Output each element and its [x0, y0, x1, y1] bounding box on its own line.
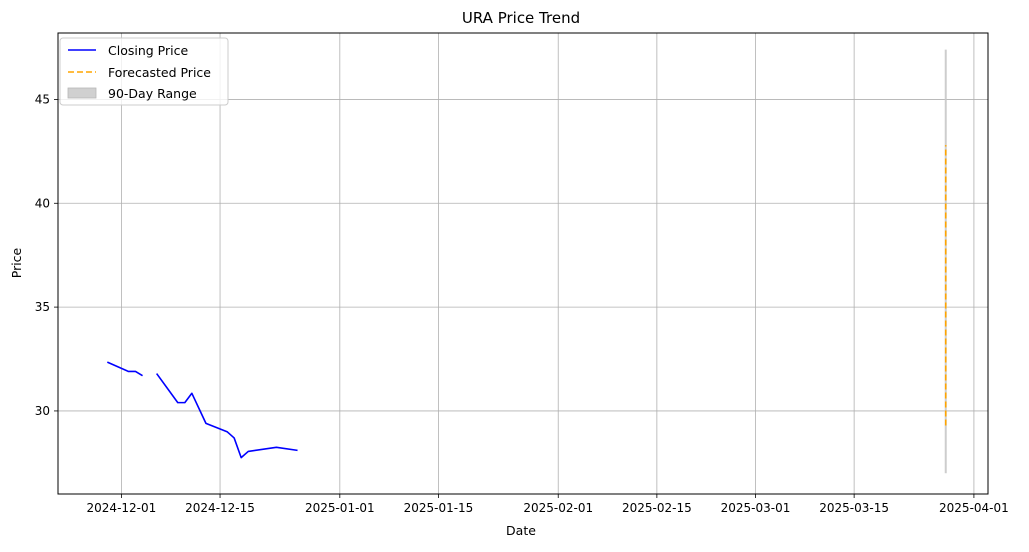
plot-frame	[57, 32, 989, 495]
legend-swatch-90-day-range	[67, 87, 97, 99]
chart-title: URA Price Trend	[462, 9, 580, 27]
series-layer	[106, 145, 947, 459]
series-line-closing-price	[155, 373, 298, 459]
x-tick-label: 2024-12-01	[87, 501, 157, 515]
x-tick-label: 2024-12-15	[185, 501, 255, 515]
y-tick-label: 30	[35, 404, 50, 418]
x-axis-label: Date	[506, 523, 536, 538]
x-tick-label: 2025-03-01	[721, 501, 791, 515]
x-tick-label: 2025-01-01	[305, 501, 375, 515]
x-tick-label: 2025-01-15	[404, 501, 474, 515]
y-tick-label: 45	[35, 92, 50, 106]
legend-label-closing-price: Closing Price	[108, 43, 188, 58]
y-tick-label: 40	[35, 196, 50, 210]
tick-layer: 2024-12-01 2024-12-15 2025-01-01 2025-01-15…	[35, 92, 1009, 515]
x-tick-label: 2025-04-01	[939, 501, 1009, 515]
x-tick-label: 2025-02-15	[622, 501, 692, 515]
y-axis-label: Price	[9, 247, 24, 278]
y-tick-label: 35	[35, 300, 50, 314]
series-line-closing-price	[106, 361, 143, 377]
legend-label-forecasted-price: Forecasted Price	[108, 65, 211, 80]
x-tick-label: 2025-03-15	[819, 501, 889, 515]
legend-label-90-day-range: 90-Day Range	[108, 86, 197, 101]
legend: Closing Price Forecasted Price 90-Day Ra…	[59, 37, 229, 106]
grid-layer	[58, 33, 988, 494]
legend-box	[59, 37, 229, 106]
x-tick-label: 2025-02-01	[523, 501, 593, 515]
